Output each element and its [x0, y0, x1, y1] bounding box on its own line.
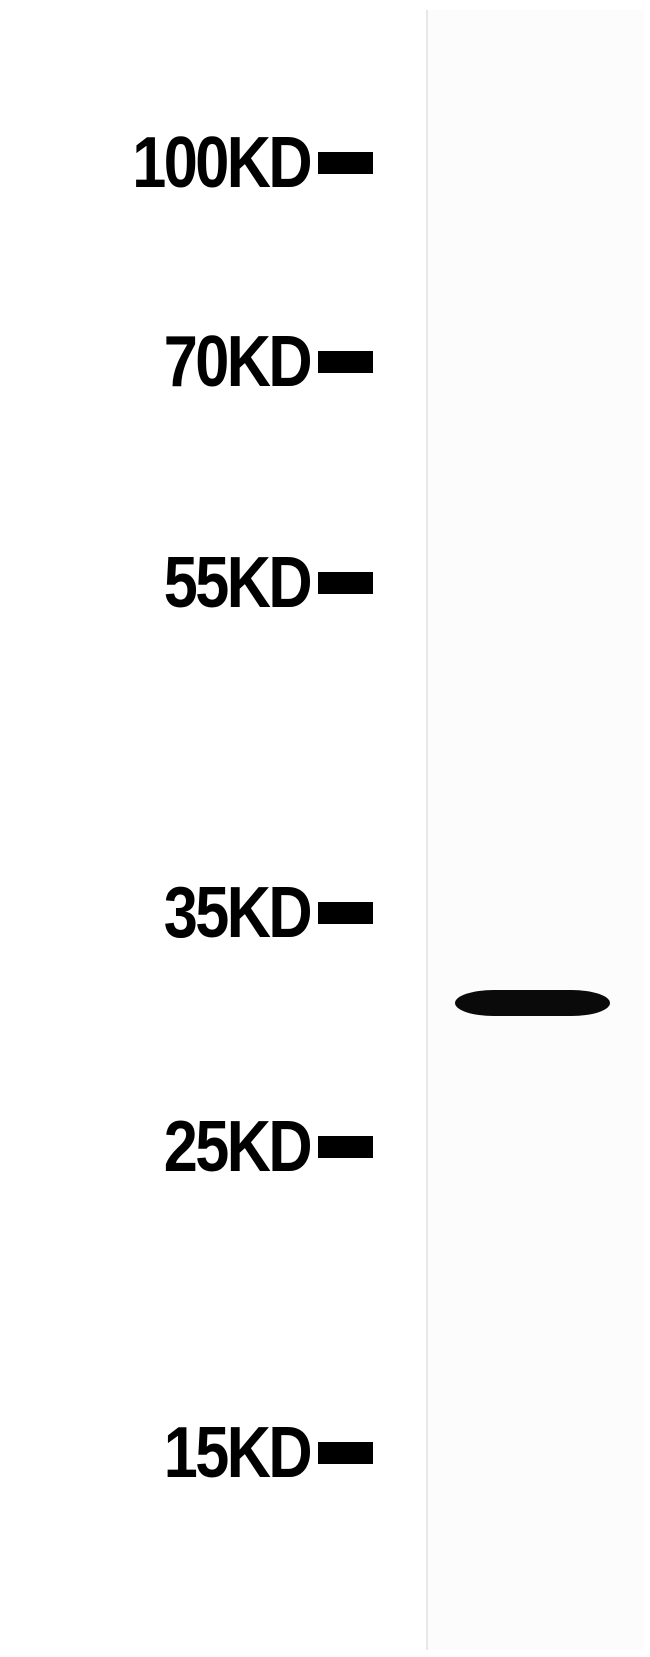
marker-25kd: 25KD	[30, 1106, 373, 1188]
marker-label: 100KD	[72, 122, 310, 204]
western-blot-image: 100KD 70KD 55KD 35KD 25KD 15KD	[0, 0, 650, 1657]
marker-100kd: 100KD	[30, 122, 373, 204]
protein-band	[455, 990, 610, 1016]
marker-55kd: 55KD	[30, 542, 373, 624]
marker-dash-icon	[318, 902, 373, 924]
sample-lane	[428, 10, 643, 1650]
marker-35kd: 35KD	[30, 872, 373, 954]
marker-label: 35KD	[72, 872, 310, 954]
marker-70kd: 70KD	[30, 321, 373, 403]
marker-label: 70KD	[72, 321, 310, 403]
marker-dash-icon	[318, 351, 373, 373]
marker-dash-icon	[318, 572, 373, 594]
marker-dash-icon	[318, 1136, 373, 1158]
marker-15kd: 15KD	[30, 1412, 373, 1494]
marker-dash-icon	[318, 1442, 373, 1464]
marker-dash-icon	[318, 152, 373, 174]
marker-label: 55KD	[72, 542, 310, 624]
marker-label: 25KD	[72, 1106, 310, 1188]
marker-label: 15KD	[72, 1412, 310, 1494]
